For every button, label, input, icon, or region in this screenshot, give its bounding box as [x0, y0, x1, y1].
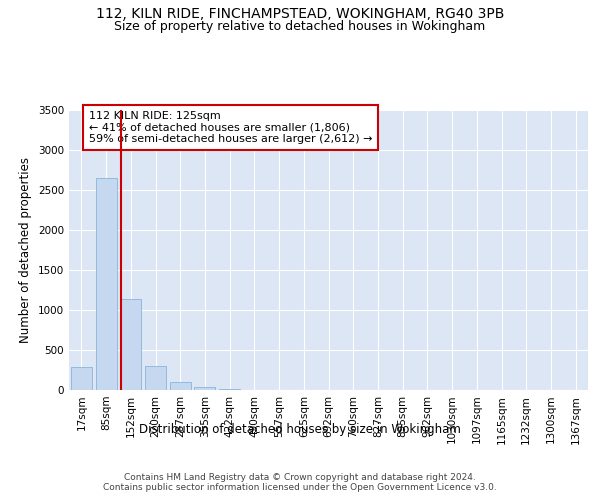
Bar — [120, 299, 141, 390]
Text: 112, KILN RIDE, FINCHAMPSTEAD, WOKINGHAM, RG40 3PB: 112, KILN RIDE, FINCHAMPSTEAD, WOKINGHAM… — [96, 8, 504, 22]
Bar — [219, 389, 240, 390]
Text: 112 KILN RIDE: 125sqm
← 41% of detached houses are smaller (1,806)
59% of semi-d: 112 KILN RIDE: 125sqm ← 41% of detached … — [89, 111, 372, 144]
Bar — [145, 366, 166, 390]
Bar — [95, 178, 116, 390]
Text: Distribution of detached houses by size in Wokingham: Distribution of detached houses by size … — [139, 422, 461, 436]
Bar — [170, 382, 191, 390]
Text: Contains HM Land Registry data © Crown copyright and database right 2024.
Contai: Contains HM Land Registry data © Crown c… — [103, 472, 497, 492]
Text: Size of property relative to detached houses in Wokingham: Size of property relative to detached ho… — [115, 20, 485, 33]
Bar — [194, 387, 215, 390]
Bar — [71, 367, 92, 390]
Y-axis label: Number of detached properties: Number of detached properties — [19, 157, 32, 343]
